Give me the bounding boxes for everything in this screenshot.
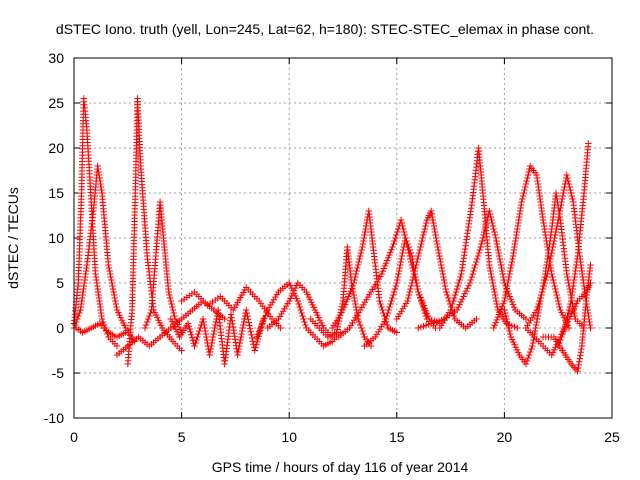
chart-title: dSTEC Iono. truth (yell, Lon=245, Lat=62… <box>56 21 594 37</box>
x-tick-label: 20 <box>497 429 513 445</box>
y-tick-label: 25 <box>48 95 64 111</box>
y-tick-label: 10 <box>48 230 64 246</box>
x-tick-label: 25 <box>604 429 620 445</box>
plot-frame <box>73 57 613 419</box>
axis-ticks: 0 5 10 15 20 25 -10 -5 0 5 10 15 20 25 30 <box>44 50 620 445</box>
x-tick-label: 0 <box>70 429 78 445</box>
x-tick-label: 10 <box>281 429 297 445</box>
data-point-markers <box>70 95 594 375</box>
y-tick-label: 20 <box>48 140 64 156</box>
y-axis-label: dSTEC / TECUs <box>5 187 21 289</box>
y-tick-label: 30 <box>48 50 64 66</box>
y-tick-label: -5 <box>52 365 65 381</box>
y-tick-label: 5 <box>56 275 64 291</box>
y-tick-label: 0 <box>56 320 64 336</box>
x-tick-label: 5 <box>178 429 186 445</box>
x-tick-label: 15 <box>389 429 405 445</box>
data-points <box>70 95 594 375</box>
grid-lines <box>74 58 612 418</box>
y-tick-label: 15 <box>48 185 64 201</box>
x-axis-label: GPS time / hours of day 116 of year 2014 <box>212 459 469 475</box>
y-tick-label: -10 <box>44 410 64 426</box>
